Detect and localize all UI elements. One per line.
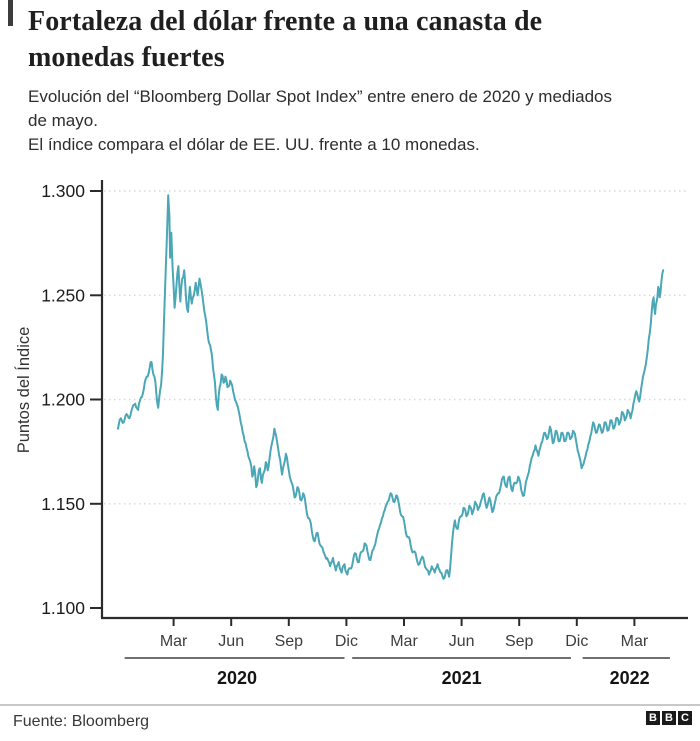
x-tick-label-Mar-8: Mar xyxy=(621,633,649,650)
chart-header: Fortaleza del dólar frente a una canasta… xyxy=(28,4,688,157)
year-label-2021: 2021 xyxy=(442,668,482,688)
x-tick-label-Sep-6: Sep xyxy=(505,633,534,650)
page-title: Fortaleza del dólar frente a una canasta… xyxy=(28,6,543,73)
subtitle-line-2: El índice compara el dólar de EE. UU. fr… xyxy=(28,135,480,154)
x-tick-label-Dic-3: Dic xyxy=(335,633,358,650)
y-tick-label-1.250: 1.250 xyxy=(41,285,85,305)
bbc-logo-block-2: B xyxy=(662,711,676,725)
chart-footer: Fuente: Bloomberg B B C xyxy=(0,711,700,741)
year-label-2020: 2020 xyxy=(217,668,257,688)
bbc-logo-block-3: C xyxy=(678,711,692,725)
x-tick-label-Jun-5: Jun xyxy=(449,633,475,650)
x-tick-label-Sep-2: Sep xyxy=(275,633,304,650)
y-axis-title: Puntos del Índice xyxy=(14,327,33,454)
bbc-logo: B B C xyxy=(646,711,692,725)
subtitle-line-1: Evolución del “Bloomberg Dollar Spot Ind… xyxy=(28,87,613,130)
y-tick-label-1.300: 1.300 xyxy=(41,181,85,201)
y-tick-label-1.100: 1.100 xyxy=(41,598,85,618)
x-tick-label-Mar-4: Mar xyxy=(390,633,418,650)
x-tick-label-Mar-0: Mar xyxy=(160,633,188,650)
x-tick-label-Dic-7: Dic xyxy=(565,633,588,650)
edge-artifact xyxy=(8,0,13,26)
bbc-logo-block-1: B xyxy=(646,711,660,725)
chart-subtitle: Evolución del “Bloomberg Dollar Spot Ind… xyxy=(28,85,613,157)
source-label: Fuente: Bloomberg xyxy=(13,713,150,730)
footer-divider xyxy=(0,704,700,706)
x-tick-label-Jun-1: Jun xyxy=(218,633,244,650)
y-tick-label-1.150: 1.150 xyxy=(41,494,85,514)
y-tick-label-1.200: 1.200 xyxy=(41,390,85,410)
index-series-line xyxy=(116,194,665,580)
year-label-2022: 2022 xyxy=(610,668,650,688)
